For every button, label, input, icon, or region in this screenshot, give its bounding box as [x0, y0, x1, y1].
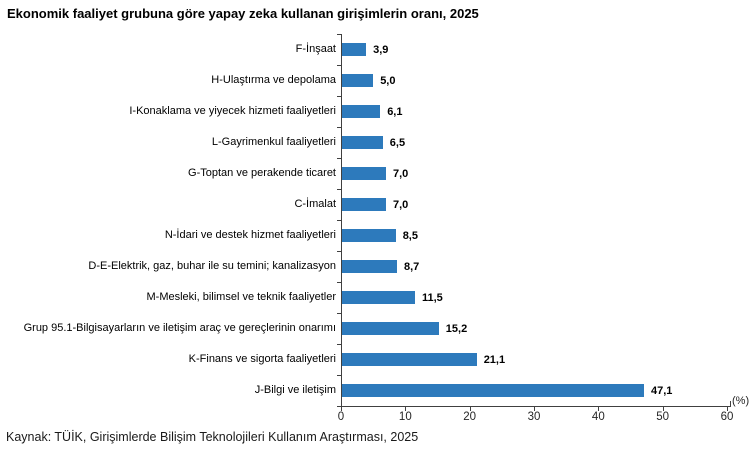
bar: [341, 105, 381, 118]
category-label: G-Toptan ve perakende ticaret: [188, 167, 336, 180]
category-label: N-İdari ve destek hizmet faaliyetleri: [164, 229, 336, 242]
y-axis-tick: [337, 282, 341, 283]
value-label: 8,5: [402, 229, 418, 242]
x-axis-tick: [598, 407, 600, 411]
category-label: F-İnşaat: [295, 43, 336, 56]
x-axis-tick: [341, 407, 342, 411]
category-label: I-Konaklama ve yiyecek hizmeti faaliyetl…: [129, 105, 336, 118]
x-axis-end-tick: [730, 401, 731, 406]
chart-row: J-Bilgi ve iletişim 47,1: [6, 375, 672, 406]
bar: [341, 136, 383, 149]
category-label: C-İmalat: [294, 198, 336, 211]
y-axis-tick: [337, 189, 341, 190]
value-label: 21,1: [483, 353, 506, 366]
chart-row: N-İdari ve destek hizmet faaliyetleri 8,5: [6, 220, 672, 251]
y-axis-line: [341, 34, 342, 407]
x-axis-tick: [727, 407, 728, 411]
x-axis-line: [341, 406, 731, 407]
chart-title: Ekonomik faaliyet grubuna göre yapay zek…: [7, 6, 479, 21]
x-axis-tick-label: 20: [463, 411, 477, 423]
chart-row: C-İmalat 7,0: [6, 189, 672, 220]
category-label: L-Gayrimenkul faaliyetleri: [211, 136, 336, 149]
category-label: J-Bilgi ve iletişim: [254, 384, 336, 397]
bar: [341, 74, 374, 87]
percent-unit-label: (%): [732, 395, 750, 407]
x-axis-tick-label: 60: [720, 411, 734, 423]
bar-track: 8,7: [341, 251, 419, 282]
x-axis-tick-label: 50: [656, 411, 670, 423]
y-axis-tick: [337, 127, 341, 128]
bar: [341, 260, 397, 273]
y-axis-tick: [337, 65, 341, 66]
x-axis-tick: [469, 407, 471, 411]
y-axis-tick: [337, 313, 341, 314]
x-axis-tick: [534, 407, 535, 411]
bar-track: 47,1: [341, 375, 672, 406]
chart-row: G-Toptan ve perakende ticaret 7,0: [6, 158, 672, 189]
y-axis-tick: [337, 96, 341, 97]
bar-track: 6,5: [341, 127, 405, 158]
bar: [341, 167, 386, 180]
bar: [341, 229, 396, 242]
category-label: H-Ulaştırma ve depolama: [211, 74, 336, 87]
bar: [341, 384, 644, 397]
x-axis-tick-label: 40: [591, 411, 605, 423]
y-axis-tick: [337, 220, 341, 221]
bar: [341, 291, 415, 304]
x-axis-tick-label: 0: [337, 411, 345, 423]
bar-track: 7,0: [341, 189, 408, 220]
chart-row: I-Konaklama ve yiyecek hizmeti faaliyetl…: [6, 96, 672, 127]
y-axis-tick: [337, 34, 341, 35]
chart-row: H-Ulaştırma ve depolama 5,0: [6, 65, 672, 96]
x-axis-tick: [405, 407, 407, 411]
bar: [341, 322, 439, 335]
y-axis-tick: [337, 344, 341, 345]
value-label: 8,7: [404, 260, 420, 273]
bar-track: 6,1: [341, 96, 402, 127]
bar-track: 3,9: [341, 34, 388, 65]
y-axis-tick: [337, 251, 341, 252]
value-label: 47,1: [651, 384, 673, 397]
bar-track: 21,1: [341, 344, 505, 375]
bar: [341, 43, 367, 56]
chart-row: F-İnşaat 3,9: [6, 34, 672, 65]
bar-track: 8,5: [341, 220, 418, 251]
value-label: 5,0: [380, 74, 396, 87]
bar-track: 15,2: [341, 313, 467, 344]
bar: [341, 198, 386, 211]
bar-track: 11,5: [341, 282, 443, 313]
y-axis-tick: [337, 158, 341, 159]
chart-row: L-Gayrimenkul faaliyetleri 6,5: [6, 127, 672, 158]
x-axis-tick-label: 30: [527, 411, 541, 423]
value-label: 3,9: [373, 43, 389, 56]
value-label: 15,2: [445, 322, 468, 335]
value-label: 11,5: [422, 291, 443, 304]
category-label: K-Finans ve sigorta faaliyetleri: [188, 353, 336, 366]
chart-row: M-Mesleki, bilimsel ve teknik faaliyetle…: [6, 282, 672, 313]
bar-track: 5,0: [341, 65, 395, 96]
chart-row: D-E-Elektrik, gaz, buhar ile su temini; …: [6, 251, 672, 282]
chart-row: K-Finans ve sigorta faaliyetleri 21,1: [6, 344, 672, 375]
category-label: D-E-Elektrik, gaz, buhar ile su temini; …: [88, 260, 336, 273]
value-label: 6,5: [389, 136, 406, 149]
chart-row: Grup 95.1-Bilgisayarların ve iletişim ar…: [6, 313, 672, 344]
bar-chart: F-İnşaat 3,9 H-Ulaştırma ve depolama 5,0 I-K…: [6, 34, 672, 406]
y-axis-tick: [337, 406, 341, 407]
value-label: 7,0: [393, 167, 409, 180]
source-note: Kaynak: TÜİK, Girişimlerde Bilişim Tekno…: [6, 430, 419, 444]
value-label: 6,1: [387, 105, 403, 118]
value-label: 7,0: [393, 198, 409, 211]
x-axis-tick: [662, 407, 664, 411]
category-label: M-Mesleki, bilimsel ve teknik faaliyetle…: [146, 291, 337, 304]
category-label: Grup 95.1-Bilgisayarların ve iletişim ar…: [23, 322, 336, 335]
x-axis-tick-label: 10: [398, 411, 412, 423]
bar: [341, 353, 477, 366]
bar-track: 7,0: [341, 158, 408, 189]
y-axis-tick: [337, 375, 341, 376]
